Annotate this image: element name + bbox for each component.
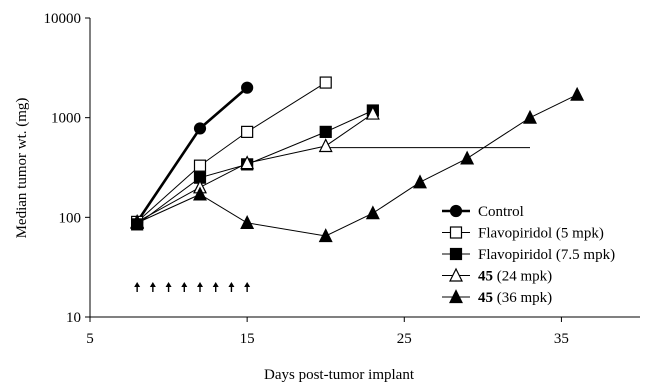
data-point	[365, 105, 380, 120]
y-tick-label: 10000	[44, 11, 82, 27]
data-point	[318, 138, 333, 153]
legend-swatch-marker	[449, 247, 463, 261]
legend-swatch-marker	[449, 226, 463, 239]
arrow-head	[134, 281, 141, 287]
legend-label: Flavopiridol (7.5 mpk)	[478, 247, 615, 263]
dosing-arrow	[228, 281, 235, 292]
series-line	[136, 82, 326, 223]
arrow-head	[197, 281, 203, 287]
legend-label-text: (36 mpk)	[493, 290, 552, 306]
legend-label-bold: 45	[478, 290, 493, 306]
x-tick-label: 25	[397, 331, 412, 347]
axes: 10 100 1000 10000 5 15 25 35	[44, 11, 640, 347]
arrow-head	[165, 281, 172, 287]
x-axis-title: Days post-tumor implant	[264, 367, 415, 383]
data-point	[193, 122, 207, 135]
legend-swatch-marker	[449, 204, 463, 218]
legend-item-3: 45 (24 mpk)	[442, 267, 552, 285]
data-point	[241, 81, 254, 94]
dosing-arrow	[165, 281, 172, 292]
legend-item-2: Flavopiridol (7.5 mpk)	[442, 247, 615, 263]
legend: Control Flavopiridol (5 mpk) Flavopiridol …	[442, 204, 615, 306]
data-point	[319, 125, 332, 138]
y-tick-label: 100	[59, 210, 82, 226]
arrow-head	[212, 281, 219, 287]
legend-label: Control	[478, 204, 524, 220]
data-point	[240, 215, 255, 229]
series-3	[130, 105, 530, 228]
legend-item-4: 45 (36 mpk)	[442, 289, 552, 306]
series-4	[130, 86, 585, 243]
legend-label: 45 (24 mpk)	[478, 269, 552, 285]
x-tick-label: 15	[240, 331, 255, 347]
dosing-arrow	[197, 281, 203, 292]
arrow-head	[228, 281, 235, 287]
dosing-arrow	[134, 281, 141, 292]
dosing-arrow	[181, 281, 188, 292]
data-point	[193, 159, 207, 172]
x-tick-label: 35	[554, 331, 569, 347]
y-tick-label: 1000	[51, 111, 81, 127]
arrow-head	[149, 281, 156, 287]
data-point	[365, 205, 380, 220]
data-point	[523, 109, 537, 124]
legend-label-text: Flavopiridol (7.5 mpk)	[478, 247, 615, 263]
data-point	[240, 155, 255, 170]
series-2	[131, 104, 379, 231]
data-point	[241, 125, 254, 138]
data-point	[413, 174, 427, 189]
y-axis-title: Median tumor wt. (mg)	[14, 98, 30, 239]
series-line	[136, 86, 248, 223]
legend-swatch-marker	[449, 289, 463, 304]
legend-label: Flavopiridol (5 mpk)	[478, 226, 604, 242]
dosing-arrow	[244, 281, 251, 292]
arrow-head	[181, 281, 188, 287]
dosing-arrow	[212, 281, 219, 292]
legend-label-text: (24 mpk)	[493, 269, 552, 285]
legend-label: 45 (36 mpk)	[478, 290, 552, 306]
legend-label-bold: 45	[478, 269, 493, 285]
series-0	[131, 81, 254, 228]
series-layer	[130, 76, 585, 243]
data-point	[193, 186, 207, 201]
data-point	[319, 76, 332, 89]
dosing-arrow	[149, 281, 156, 292]
data-point	[130, 215, 145, 229]
legend-label-text: Control	[478, 204, 524, 220]
x-tick-label: 5	[86, 331, 94, 347]
arrow-head	[244, 281, 251, 287]
y-tick-label: 10	[66, 310, 81, 326]
legend-swatch-marker	[449, 267, 463, 282]
dosing-arrows	[134, 281, 251, 292]
legend-label-text: Flavopiridol (5 mpk)	[478, 226, 604, 242]
legend-item-1: Flavopiridol (5 mpk)	[442, 226, 604, 242]
data-point	[460, 150, 475, 165]
legend-item-0: Control	[442, 204, 524, 220]
data-point	[570, 86, 585, 101]
data-point	[318, 228, 333, 243]
